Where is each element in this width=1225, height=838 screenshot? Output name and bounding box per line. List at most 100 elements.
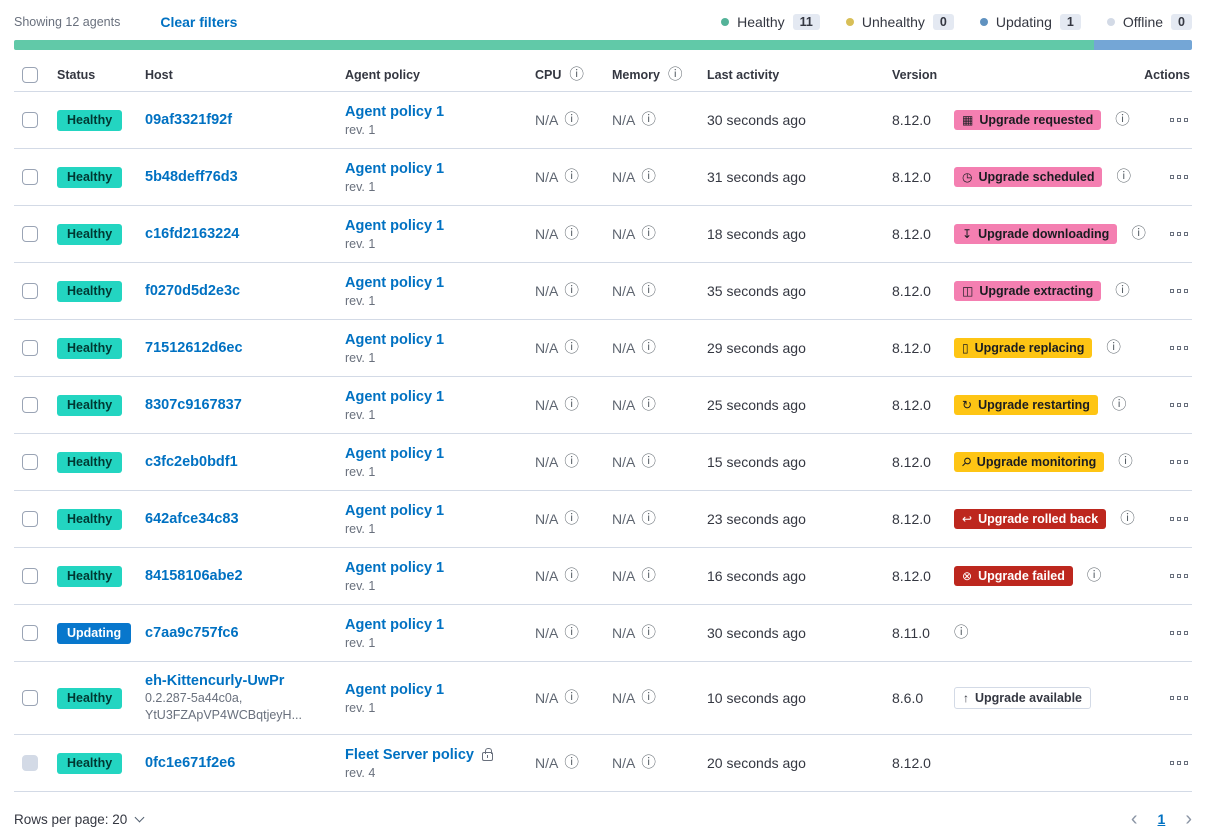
info-icon[interactable]: ⓘ: [1131, 225, 1146, 242]
host-link[interactable]: c3fc2eb0bdf1: [145, 454, 238, 470]
info-icon[interactable]: ⓘ: [564, 396, 579, 413]
select-all-checkbox[interactable]: [22, 67, 38, 83]
row-checkbox[interactable]: [22, 340, 38, 356]
legend-item-healthy[interactable]: Healthy 11: [721, 14, 820, 30]
info-icon[interactable]: ⓘ: [564, 225, 579, 242]
policy-link[interactable]: Agent policy 1: [345, 681, 445, 698]
actions-menu-button[interactable]: [1168, 114, 1190, 126]
row-checkbox[interactable]: [22, 397, 38, 413]
policy-link[interactable]: Agent policy 1: [345, 217, 445, 234]
info-icon[interactable]: ⓘ: [1111, 396, 1127, 413]
table-row: Healthy f0270d5d2e3c Agent policy 1 rev.…: [14, 263, 1192, 320]
info-icon[interactable]: ⓘ: [641, 111, 656, 128]
info-icon[interactable]: ⓘ: [564, 689, 579, 706]
info-icon[interactable]: ⓘ: [564, 510, 579, 527]
info-icon[interactable]: ⓘ: [564, 754, 579, 771]
info-icon[interactable]: ⓘ: [1106, 339, 1121, 356]
row-checkbox[interactable]: [22, 283, 38, 299]
legend-item-offline[interactable]: Offline 0: [1106, 14, 1192, 30]
next-page-button[interactable]: ›: [1185, 808, 1192, 830]
host-link[interactable]: c16fd2163224: [145, 226, 240, 242]
info-icon[interactable]: ⓘ: [1118, 453, 1133, 470]
actions-menu-button[interactable]: [1168, 285, 1190, 297]
info-icon[interactable]: ⓘ: [641, 282, 656, 299]
row-checkbox[interactable]: [22, 454, 38, 470]
info-icon[interactable]: ⓘ: [564, 339, 579, 356]
info-icon[interactable]: ⓘ: [1120, 510, 1135, 527]
info-icon[interactable]: ⓘ: [569, 66, 584, 83]
info-icon[interactable]: ⓘ: [954, 624, 969, 641]
info-icon[interactable]: ⓘ: [641, 339, 656, 356]
info-icon[interactable]: ⓘ: [641, 624, 656, 641]
clear-filters-link[interactable]: Clear filters: [160, 14, 238, 30]
host-link[interactable]: 5b48deff76d3: [145, 169, 238, 185]
legend-item-updating[interactable]: Updating 1: [979, 14, 1081, 30]
info-icon[interactable]: ⓘ: [667, 66, 683, 83]
info-icon[interactable]: ⓘ: [641, 453, 656, 470]
rows-per-page-button[interactable]: Rows per page: 20: [14, 812, 145, 827]
actions-menu-button[interactable]: [1168, 456, 1190, 468]
policy-link[interactable]: Fleet Server policy: [345, 746, 474, 763]
policy-link[interactable]: Agent policy 1: [345, 616, 445, 633]
actions-menu-button[interactable]: [1168, 757, 1190, 769]
row-checkbox[interactable]: [22, 625, 38, 641]
info-icon[interactable]: ⓘ: [564, 624, 579, 641]
row-checkbox[interactable]: [22, 690, 38, 706]
actions-menu-button[interactable]: [1168, 399, 1190, 411]
host-link[interactable]: c7aa9c757fc6: [145, 625, 239, 641]
page-number-button[interactable]: 1: [1157, 811, 1166, 827]
actions-menu-button[interactable]: [1168, 627, 1190, 639]
row-checkbox[interactable]: [22, 112, 38, 128]
policy-link[interactable]: Agent policy 1: [345, 331, 445, 348]
info-icon[interactable]: ⓘ: [1086, 567, 1102, 584]
cell-memory: N/A ⓘ: [612, 755, 707, 771]
legend-item-unhealthy[interactable]: Unhealthy 0: [845, 14, 954, 30]
host-link[interactable]: 71512612d6ec: [145, 340, 243, 356]
cell-cpu: N/A ⓘ: [535, 112, 612, 128]
actions-menu-button[interactable]: [1168, 513, 1190, 525]
policy-link[interactable]: Agent policy 1: [345, 160, 445, 177]
previous-page-button[interactable]: ‹: [1130, 808, 1138, 830]
host-link[interactable]: f0270d5d2e3c: [145, 283, 241, 299]
info-icon[interactable]: ⓘ: [641, 168, 656, 185]
cell-version: 8.12.0 ↩ Upgrade rolled back ⓘ: [892, 509, 1147, 529]
policy-link[interactable]: Agent policy 1: [345, 559, 445, 576]
info-icon[interactable]: ⓘ: [641, 396, 656, 413]
info-icon[interactable]: ⓘ: [1116, 168, 1131, 185]
actions-menu-button[interactable]: [1168, 342, 1190, 354]
info-icon[interactable]: ⓘ: [1115, 111, 1130, 128]
info-icon[interactable]: ⓘ: [564, 453, 579, 470]
info-icon[interactable]: ⓘ: [641, 510, 656, 527]
info-icon[interactable]: ⓘ: [564, 282, 579, 299]
actions-menu-button[interactable]: [1168, 570, 1190, 582]
info-icon[interactable]: ⓘ: [564, 111, 579, 128]
info-icon[interactable]: ⓘ: [641, 754, 656, 771]
info-icon[interactable]: ⓘ: [641, 689, 656, 706]
host-link[interactable]: 8307c9167837: [145, 397, 242, 413]
policy-link[interactable]: Agent policy 1: [345, 388, 445, 405]
row-checkbox[interactable]: [22, 511, 38, 527]
host-link[interactable]: eh-Kittencurly-UwPr: [145, 673, 285, 689]
memory-value: N/A: [612, 454, 636, 470]
cell-status: Healthy: [57, 394, 145, 416]
info-icon[interactable]: ⓘ: [1115, 282, 1130, 299]
actions-menu-button[interactable]: [1168, 692, 1190, 704]
host-link[interactable]: 84158106abe2: [145, 568, 243, 584]
info-icon[interactable]: ⓘ: [564, 567, 579, 584]
cell-select: [14, 283, 57, 299]
actions-menu-button[interactable]: [1168, 228, 1190, 240]
policy-link[interactable]: Agent policy 1: [345, 103, 445, 120]
policy-link[interactable]: Agent policy 1: [345, 274, 445, 291]
info-icon[interactable]: ⓘ: [564, 168, 579, 185]
host-link[interactable]: 0fc1e671f2e6: [145, 755, 236, 771]
info-icon[interactable]: ⓘ: [641, 567, 656, 584]
host-link[interactable]: 09af3321f92f: [145, 112, 233, 128]
row-checkbox[interactable]: [22, 169, 38, 185]
row-checkbox[interactable]: [22, 568, 38, 584]
info-icon[interactable]: ⓘ: [641, 225, 656, 242]
host-link[interactable]: 642afce34c83: [145, 511, 239, 527]
policy-link[interactable]: Agent policy 1: [345, 445, 445, 462]
row-checkbox[interactable]: [22, 226, 38, 242]
policy-link[interactable]: Agent policy 1: [345, 502, 445, 519]
actions-menu-button[interactable]: [1168, 171, 1190, 183]
